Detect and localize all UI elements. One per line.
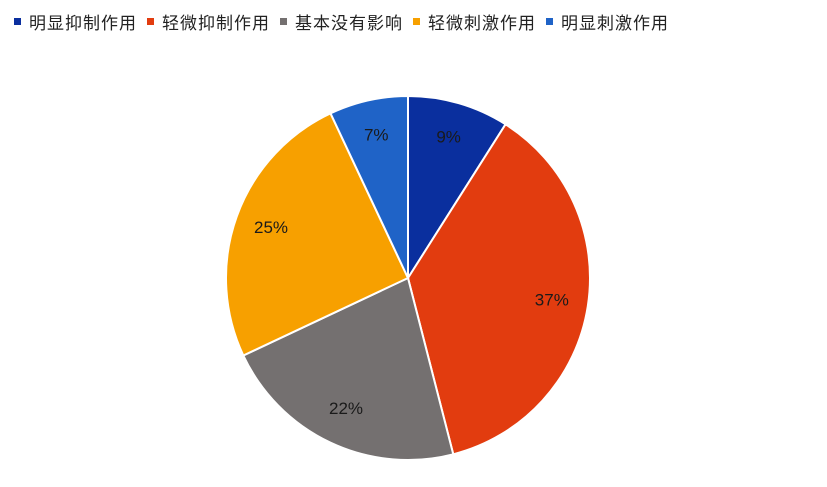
legend-label: 轻微刺激作用 xyxy=(428,14,536,34)
slice-value-label: 37% xyxy=(535,290,569,309)
legend-item: 轻微刺激作用 xyxy=(413,9,536,34)
legend-swatch xyxy=(147,18,154,25)
chart-legend: 明显抑制作用 轻微抑制作用 基本没有影响 轻微刺激作用 明显刺激作用 xyxy=(14,9,669,34)
slice-value-label: 7% xyxy=(364,125,389,144)
legend-swatch xyxy=(14,18,21,25)
pie-slice xyxy=(407,94,507,282)
legend-label: 明显刺激作用 xyxy=(561,14,669,34)
legend-item: 基本没有影响 xyxy=(280,9,403,34)
legend-label: 明显抑制作用 xyxy=(29,14,137,34)
legend-swatch xyxy=(413,18,420,25)
legend-item: 轻微抑制作用 xyxy=(147,9,270,34)
pie-slice xyxy=(241,276,455,461)
pie-slice xyxy=(406,122,591,456)
slice-value-label: 25% xyxy=(254,218,288,237)
slice-value-label: 9% xyxy=(436,128,461,147)
legend-label: 基本没有影响 xyxy=(295,14,403,34)
legend-item: 明显刺激作用 xyxy=(546,9,669,34)
pie-slice xyxy=(225,111,410,357)
slice-value-label: 22% xyxy=(329,399,363,418)
pie-slice xyxy=(329,94,409,279)
legend-label: 轻微抑制作用 xyxy=(162,14,270,34)
legend-item: 明显抑制作用 xyxy=(14,9,137,34)
legend-swatch xyxy=(546,18,553,25)
legend-swatch xyxy=(280,18,287,25)
